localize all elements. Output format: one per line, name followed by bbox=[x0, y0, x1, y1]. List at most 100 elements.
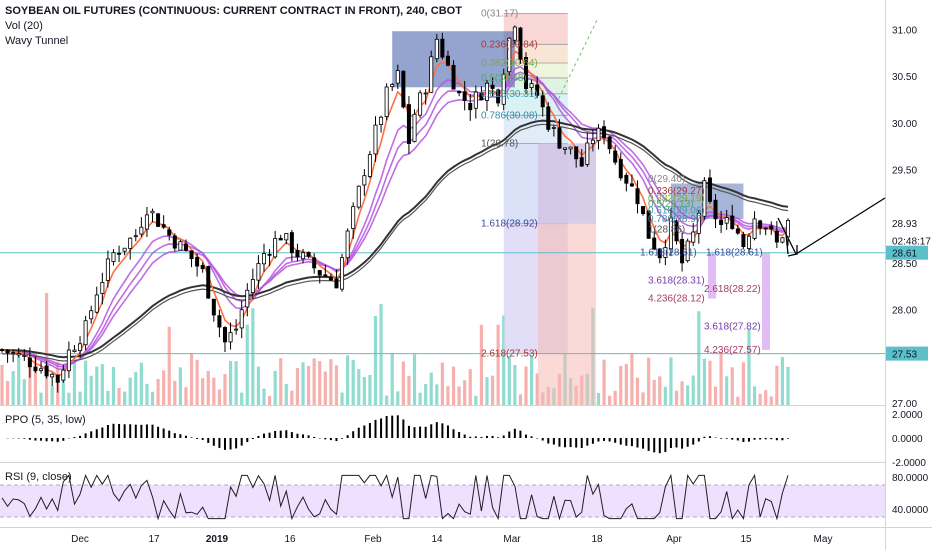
fib-label: 1.618(28.61) bbox=[640, 248, 697, 259]
candle-body bbox=[512, 26, 517, 41]
volume-bar bbox=[479, 324, 484, 405]
fib-label: 0.382(30.64) bbox=[481, 58, 538, 69]
candle-body bbox=[440, 38, 445, 58]
candle-body bbox=[122, 247, 127, 252]
candle-body bbox=[557, 127, 562, 149]
tunnel-legend[interactable]: Wavy Tunnel bbox=[5, 35, 69, 47]
volume-bar bbox=[535, 373, 539, 405]
volume-bar bbox=[61, 367, 65, 405]
wavy-tunnel-line bbox=[1, 71, 789, 368]
volume-bar bbox=[674, 390, 679, 405]
candle-body bbox=[551, 127, 556, 129]
volume-bar bbox=[28, 364, 32, 405]
candle-body bbox=[105, 258, 110, 281]
volume-bar bbox=[490, 375, 495, 405]
candle-body bbox=[668, 217, 673, 250]
candle-body bbox=[479, 92, 484, 101]
candle-body bbox=[490, 84, 495, 89]
candle-body bbox=[618, 159, 623, 179]
volume-bar bbox=[178, 367, 182, 405]
candle-body bbox=[713, 199, 718, 220]
candle-body bbox=[117, 252, 122, 255]
candle-body bbox=[72, 349, 77, 352]
volume-bar bbox=[708, 360, 712, 405]
rsi-legend[interactable]: RSI (9, close) bbox=[5, 471, 72, 483]
ppo-histogram bbox=[6, 415, 789, 454]
candle-body bbox=[161, 224, 166, 228]
arrow-head bbox=[787, 245, 798, 257]
volume-bar bbox=[474, 395, 478, 405]
fib-label: 1.618(28.92) bbox=[481, 219, 538, 230]
candle-body bbox=[11, 352, 16, 354]
candle-body bbox=[507, 37, 512, 73]
volume-bar bbox=[78, 391, 82, 405]
candle-body bbox=[596, 127, 601, 142]
candle-body bbox=[574, 146, 579, 160]
candle-body bbox=[256, 263, 261, 281]
volume-bar bbox=[323, 371, 327, 405]
fib-label: 2.618(28.22) bbox=[704, 284, 761, 295]
volume-bar bbox=[162, 370, 166, 405]
ppo-tick: 0.0000 bbox=[892, 434, 923, 445]
wavy-tunnel-line bbox=[1, 65, 789, 371]
volume-bar bbox=[424, 383, 428, 405]
candle-body bbox=[356, 185, 361, 208]
volume-bar bbox=[451, 366, 456, 405]
candle-body bbox=[730, 215, 735, 230]
volume-bar bbox=[786, 366, 790, 405]
candle-body bbox=[228, 332, 233, 343]
candle-body bbox=[27, 357, 32, 368]
volume-bar bbox=[206, 370, 210, 405]
fib-label: 1(29.78) bbox=[481, 138, 518, 149]
fib-label: 0.618(29.06) bbox=[648, 206, 705, 217]
volume-bar bbox=[117, 387, 121, 405]
price-badge bbox=[886, 215, 932, 230]
price-badge bbox=[886, 245, 928, 260]
vol-legend[interactable]: Vol (20) bbox=[5, 20, 43, 32]
candle-body bbox=[774, 230, 779, 243]
volume-bar bbox=[145, 383, 149, 405]
price-tick: 29.50 bbox=[892, 166, 917, 177]
volume-bar bbox=[368, 375, 372, 405]
candle-body bbox=[301, 252, 306, 260]
fib-label: 1(28.86) bbox=[648, 224, 685, 235]
candle-body bbox=[501, 73, 506, 105]
candle-body bbox=[646, 210, 651, 239]
time-axis: Dec 17 2019 16 Feb 14 Mar 18 Apr 15 May bbox=[71, 534, 832, 545]
candle-body bbox=[685, 240, 690, 262]
ema-fast-line bbox=[1, 50, 789, 377]
volume-bar bbox=[173, 380, 177, 405]
volume-bar bbox=[780, 357, 785, 405]
volume-bar bbox=[702, 358, 706, 405]
symbol-title: SOYBEAN OIL FUTURES (CONTINUOUS: CURRENT… bbox=[5, 5, 462, 17]
candle-body bbox=[178, 241, 183, 251]
volume-bar bbox=[201, 378, 205, 405]
projection-line bbox=[555, 17, 599, 105]
volume-bar bbox=[150, 391, 155, 405]
volume-bar bbox=[212, 377, 216, 405]
price-badge-label: 27.53 bbox=[892, 350, 917, 361]
candle-body bbox=[340, 257, 345, 290]
volume-bar bbox=[290, 390, 294, 405]
fib-label: 0.618(30.31) bbox=[481, 89, 538, 100]
volume-bar bbox=[635, 377, 640, 405]
candle-body bbox=[89, 310, 94, 320]
candle-body bbox=[55, 374, 60, 383]
candle-body bbox=[200, 264, 205, 270]
price-badge-label: 02:48:17 bbox=[892, 237, 931, 248]
volume-bar bbox=[267, 395, 272, 405]
volume-bar bbox=[72, 361, 77, 405]
volume-bar bbox=[596, 392, 601, 405]
ppo-legend[interactable]: PPO (5, 35, low) bbox=[5, 414, 86, 426]
candle-body bbox=[518, 27, 523, 60]
price-badge bbox=[886, 233, 932, 248]
candle-body bbox=[250, 279, 255, 294]
volume-bar bbox=[84, 360, 88, 405]
price-badge-label: 28.61 bbox=[892, 249, 917, 260]
moving-averages bbox=[1, 50, 789, 377]
fib-label: 0.5(29.13) bbox=[648, 199, 694, 210]
volume-bar bbox=[730, 367, 734, 405]
fib-label: 3.618(28.31) bbox=[648, 276, 705, 287]
candle-body bbox=[16, 353, 21, 356]
